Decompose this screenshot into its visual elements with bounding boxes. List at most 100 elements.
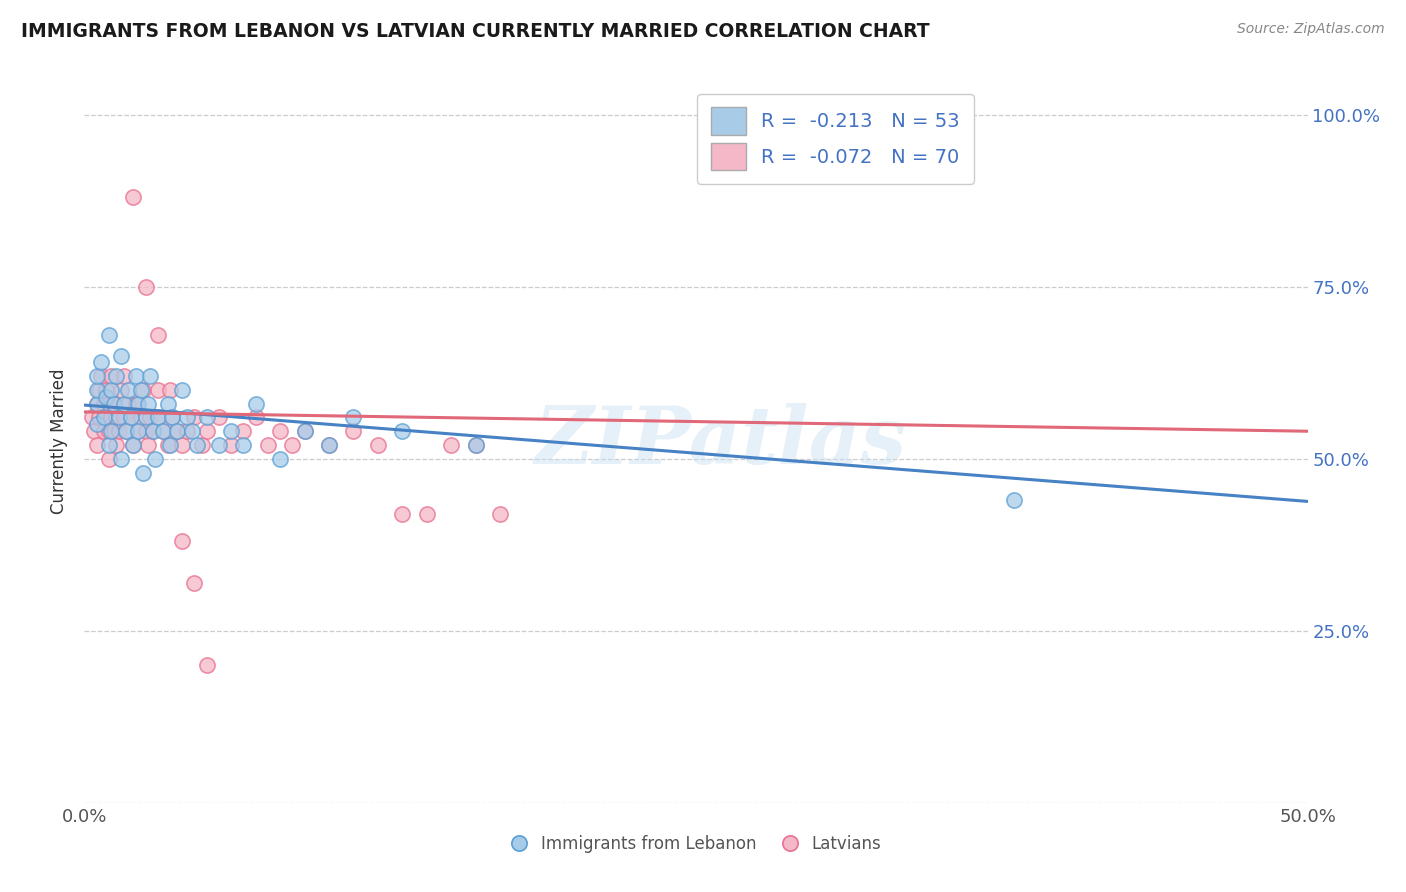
Text: ZIPatlas: ZIPatlas [534,403,907,480]
Point [136,397,159,411]
Point [86,369,108,384]
Point [294,424,316,438]
Point [100,369,122,384]
Point [162,410,184,425]
Point [281,438,304,452]
Point [464,438,486,452]
Point [232,438,254,452]
Point [135,410,157,425]
Point [100,424,122,438]
Point [367,438,389,452]
Point [172,383,194,397]
Point [245,397,267,411]
Point [176,410,198,425]
Point [93,410,115,425]
Point [122,438,145,452]
Point [110,349,132,363]
Point [127,424,149,438]
Point [440,438,463,452]
Point [294,424,316,438]
Point [100,383,122,397]
Point [97,438,120,452]
Point [127,397,149,411]
Point [139,410,162,425]
Point [143,451,166,466]
Point [191,438,214,452]
Point [103,397,125,411]
Point [96,383,118,397]
Point [90,369,112,384]
Y-axis label: Currently Married: Currently Married [51,368,69,515]
Point [103,424,125,438]
Point [156,397,179,411]
Point [100,410,122,425]
Point [117,397,139,411]
Point [80,410,103,425]
Point [112,369,135,384]
Point [181,424,204,438]
Point [183,575,205,590]
Point [120,410,142,425]
Point [122,190,145,204]
Point [93,424,115,438]
Point [152,424,174,438]
Point [318,438,340,452]
Point [172,534,194,549]
Point [96,410,118,425]
Point [86,397,108,411]
Point [146,410,169,425]
Legend: Immigrants from Lebanon, Latvians: Immigrants from Lebanon, Latvians [505,828,887,860]
Point [245,410,267,425]
Point [152,424,174,438]
Point [176,424,198,438]
Point [342,424,364,438]
Point [110,451,132,466]
Point [103,397,125,411]
Point [122,438,145,452]
Point [166,424,188,438]
Point [125,369,148,384]
Point [391,507,413,521]
Point [464,438,486,452]
Point [132,383,155,397]
Point [269,424,291,438]
Point [87,410,110,425]
Point [97,451,120,466]
Point [132,466,155,480]
Point [269,451,291,466]
Point [186,438,208,452]
Point [139,369,162,384]
Point [208,438,231,452]
Point [117,383,139,397]
Point [97,424,120,438]
Point [162,410,184,425]
Point [112,397,135,411]
Point [125,397,148,411]
Point [97,327,120,342]
Point [93,397,115,411]
Point [219,438,242,452]
Point [257,438,280,452]
Point [183,410,205,425]
Point [318,438,340,452]
Point [97,397,120,411]
Point [105,438,128,452]
Point [195,410,218,425]
Point [107,410,129,425]
Point [219,424,242,438]
Point [96,390,118,404]
Point [146,327,169,342]
Point [129,410,152,425]
Point [1002,493,1025,508]
Point [115,424,138,438]
Point [136,438,159,452]
Point [86,397,108,411]
Point [120,410,142,425]
Point [208,410,231,425]
Point [105,369,128,384]
Point [110,383,132,397]
Point [105,410,128,425]
Point [127,424,149,438]
Point [87,383,110,397]
Point [159,438,181,452]
